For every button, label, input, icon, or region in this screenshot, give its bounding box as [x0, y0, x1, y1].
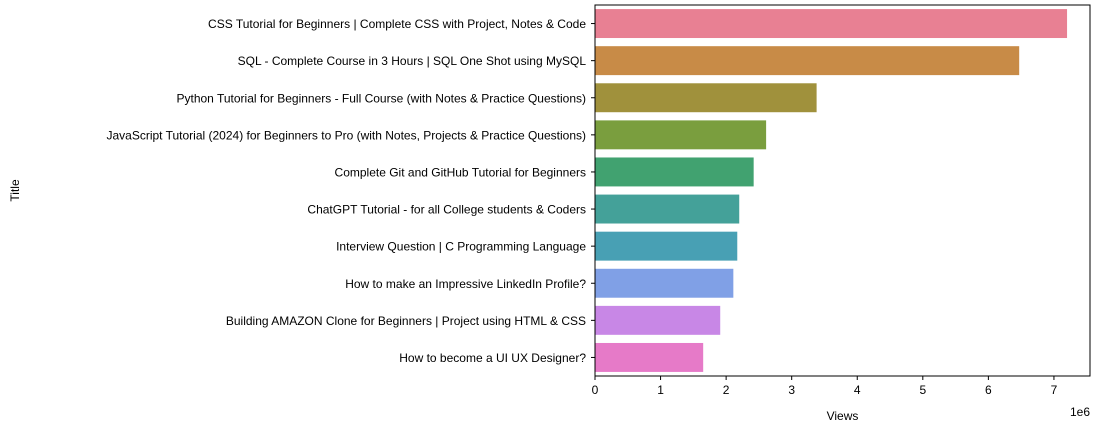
x-tick-label: 7 — [1051, 383, 1058, 397]
category-label: CSS Tutorial for Beginners | Complete CS… — [208, 17, 586, 31]
x-tick-label: 1 — [657, 383, 664, 397]
category-label: Interview Question | C Programming Langu… — [336, 240, 586, 254]
x-ticks-group: 0 1 2 3 4 5 6 7 — [592, 376, 1058, 397]
x-tick-label: 6 — [985, 383, 992, 397]
y-axis-label: Title — [8, 179, 22, 202]
bar — [595, 305, 721, 335]
plot-frame — [594, 4, 1091, 377]
bar — [595, 268, 734, 298]
category-label: SQL - Complete Course in 3 Hours | SQL O… — [238, 54, 587, 68]
bar — [595, 120, 767, 150]
x-tick-label: 4 — [854, 383, 861, 397]
bar — [595, 83, 817, 113]
x-tick-label: 3 — [788, 383, 795, 397]
category-label: Complete Git and GitHub Tutorial for Beg… — [335, 165, 586, 179]
x-tick-label: 2 — [723, 383, 730, 397]
bar — [595, 157, 754, 187]
bar — [595, 46, 1020, 76]
category-label: How to make an Impressive LinkedIn Profi… — [345, 277, 586, 291]
category-label: How to become a UI UX Designer? — [399, 351, 586, 365]
bar — [595, 231, 738, 261]
category-label: Python Tutorial for Beginners - Full Cou… — [177, 91, 587, 105]
x-tick-label: 0 — [592, 383, 599, 397]
category-label: ChatGPT Tutorial - for all College stude… — [307, 203, 586, 217]
x-tick-label: 5 — [919, 383, 926, 397]
category-label: JavaScript Tutorial (2024) for Beginners… — [106, 128, 586, 142]
bars-group — [595, 9, 1068, 372]
category-labels-group: CSS Tutorial for Beginners | Complete CS… — [106, 17, 595, 365]
category-label: Building AMAZON Clone for Beginners | Pr… — [226, 314, 586, 328]
bar — [595, 342, 704, 372]
x-axis-offset-label: 1e6 — [1070, 405, 1090, 419]
bar — [595, 194, 740, 224]
bar — [595, 9, 1068, 39]
x-axis-label: Views — [827, 409, 859, 423]
